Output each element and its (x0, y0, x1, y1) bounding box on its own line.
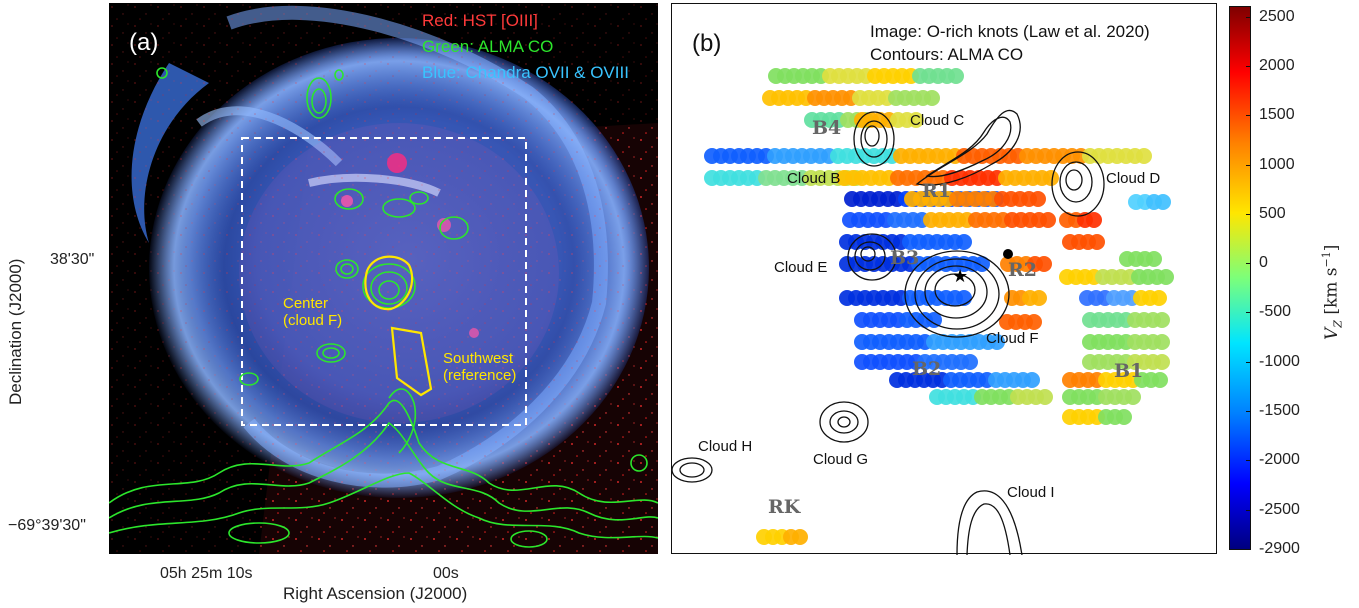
y-tick-label: −69°39'30" (8, 517, 86, 534)
colorbar-tick-mark (1246, 361, 1251, 363)
velocity-knot (962, 354, 978, 370)
cloud-label: Cloud B (787, 170, 841, 187)
legend-red: Red: HST [OIII] (422, 11, 538, 30)
colorbar-tick-mark (1246, 66, 1251, 68)
velocity-knot (1158, 269, 1174, 285)
colorbar-tick-mark (1246, 312, 1251, 314)
velocity-knot (1116, 409, 1132, 425)
cloud-label: Cloud H (698, 438, 753, 455)
colorbar-tick-mark (1246, 509, 1251, 511)
caption-line1: Image: O-rich knots (Law et al. 2020) (870, 22, 1150, 41)
caption-line2: Contours: ALMA CO (870, 45, 1024, 64)
colorbar-tick-mark (1246, 263, 1251, 265)
region-label: B3 (890, 247, 920, 269)
colorbar-tick-mark (1246, 549, 1251, 550)
y-axis-label: Declination (J2000) (6, 258, 25, 405)
colorbar-tick-label: -2000 (1259, 451, 1300, 469)
cloud-label: Cloud G (813, 451, 869, 468)
velocity-knot (1031, 290, 1047, 306)
velocity-knot (1086, 212, 1102, 228)
colorbar (1229, 6, 1251, 550)
velocity-map-svg: ★ (671, 68, 1174, 556)
xray-composite-image: (a) Red: HST [OIII] Green: ALMA CO Blue:… (109, 3, 658, 554)
colorbar-tick-label: -1000 (1259, 352, 1300, 370)
velocity-knot (956, 234, 972, 250)
colorbar-tick-label: -1500 (1259, 402, 1300, 420)
cloud-label: Cloud I (1007, 484, 1055, 501)
velocity-knot (956, 290, 972, 306)
velocity-knot (1089, 234, 1105, 250)
region-label: B2 (912, 358, 942, 380)
velocity-knot (989, 334, 1005, 350)
velocity-knot (1154, 334, 1170, 350)
region-label: B1 (1114, 360, 1144, 382)
velocity-knot (1152, 372, 1168, 388)
x-tick-label: 05h 25m 10s (160, 565, 253, 582)
velocity-knot (1125, 389, 1141, 405)
velocity-knot (908, 112, 924, 128)
velocity-map-panel: ★ (b) Image: O-rich knots (Law et al. 20… (671, 3, 1217, 556)
velocity-knot (1043, 170, 1059, 186)
colorbar-tick-mark (1246, 411, 1251, 413)
colorbar-tick-mark (1246, 460, 1251, 462)
velocity-knot (1030, 191, 1046, 207)
colorbar-label: VZ [km s−1] (1320, 244, 1345, 340)
velocity-knot (1040, 212, 1056, 228)
velocity-knot (1037, 389, 1053, 405)
legend-green: Green: ALMA CO (422, 37, 554, 56)
velocity-knot (1146, 251, 1162, 267)
colorbar-tick-label: 2500 (1259, 7, 1295, 25)
colorbar-tick-label: 2000 (1259, 57, 1295, 75)
colorbar-tick-mark (1246, 164, 1251, 166)
panel-label: (a) (129, 29, 159, 56)
colorbar-tick-mark (1246, 213, 1251, 215)
legend-blue: Blue: Chandra OVII & OVIII (422, 63, 629, 82)
velocity-knot (1154, 354, 1170, 370)
velocity-knot (948, 68, 964, 84)
composite-image-svg (109, 3, 658, 554)
x-tick-label: 00s (433, 565, 459, 582)
region-label: R2 (1008, 259, 1038, 281)
center-region-label: Center (cloud F) (283, 295, 343, 329)
velocity-knot (926, 312, 942, 328)
region-label: RK (768, 496, 801, 518)
y-tick-label: 38'30" (50, 251, 95, 268)
colorbar-tick-mark (1246, 16, 1251, 18)
colorbar-tick-label: -2900 (1259, 540, 1300, 557)
velocity-knot (1024, 372, 1040, 388)
colorbar-tick-label: 500 (1259, 204, 1286, 222)
velocity-knot (1136, 148, 1152, 164)
colorbar-tick-mark (1246, 115, 1251, 117)
svg-text:★: ★ (952, 266, 968, 287)
colorbar-tick-label: 1500 (1259, 106, 1295, 124)
region-label: B4 (812, 117, 842, 139)
panel-label: (b) (692, 30, 722, 57)
velocity-knot (1036, 256, 1052, 272)
velocity-knot (792, 529, 808, 545)
velocity-knot (1154, 312, 1170, 328)
velocity-knot (1151, 290, 1167, 306)
cloud-label: Cloud D (1106, 170, 1161, 187)
colorbar-tick-label: 0 (1259, 254, 1268, 272)
cloud-label: Cloud F (986, 330, 1039, 347)
colorbar-tick-label: 1000 (1259, 155, 1295, 173)
velocity-knot (924, 90, 940, 106)
colorbar-tick-label: -500 (1259, 303, 1292, 321)
cloud-label: Cloud C (910, 112, 965, 129)
colorbar-tick-label: -2500 (1259, 500, 1300, 518)
cloud-label: Cloud E (774, 259, 828, 276)
velocity-knot (1155, 194, 1171, 210)
x-axis-label: Right Ascension (J2000) (283, 584, 468, 603)
southwest-region-label: Southwest (reference) (443, 350, 517, 384)
region-label: R1 (922, 180, 952, 202)
velocity-knot (1026, 314, 1042, 330)
